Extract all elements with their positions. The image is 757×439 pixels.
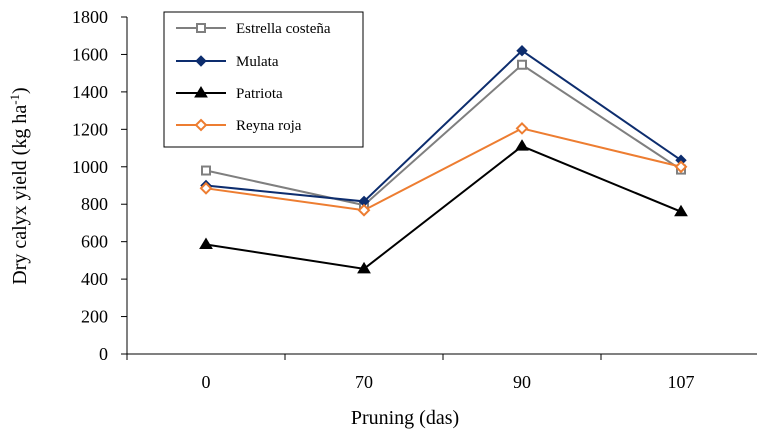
legend: Estrella costeña Mulata Patriota Reyna roja: [163, 11, 364, 148]
y-tick-label: 600: [81, 232, 108, 252]
y-axis-label-close: ): [9, 87, 31, 94]
series-reyna-roja: [199, 121, 688, 217]
data-point: [515, 121, 529, 135]
legend-label: Mulata: [236, 54, 279, 70]
data-point: [201, 165, 211, 176]
series-line: [205, 127, 682, 212]
y-tick-label: 1600: [72, 44, 108, 64]
series-line: [205, 145, 682, 270]
data-point: [199, 237, 213, 249]
legend-marker: [195, 55, 207, 67]
x-tick-label: 107: [668, 372, 695, 392]
series-group: [199, 44, 688, 274]
y-tick-label: 0: [99, 344, 108, 364]
data-point: [517, 59, 527, 70]
y-tick-label: 1400: [72, 82, 108, 102]
data-point: [674, 160, 688, 174]
legend-entry: Mulata: [176, 54, 279, 70]
legend-entry: Patriota: [176, 86, 283, 102]
series-line: [205, 63, 682, 207]
y-axis-label: Dry calyx yield (kg ha-1): [7, 87, 31, 284]
legend-marker: [194, 86, 208, 98]
x-axis-label: Pruning (das): [351, 407, 459, 429]
legend-entry: Estrella costeña: [176, 21, 331, 37]
data-point: [357, 261, 371, 274]
y-tick-label: 200: [81, 307, 108, 327]
y-tick-label: 400: [81, 269, 108, 289]
data-point: [516, 44, 528, 57]
data-point: [515, 139, 529, 151]
y-tick-label: 800: [81, 194, 108, 214]
data-point: [674, 204, 688, 217]
x-ticks: 0 70 90 107: [126, 354, 695, 392]
data-point: [357, 203, 371, 217]
x-tick-label: 90: [513, 372, 531, 392]
legend-label: Reyna roja: [236, 118, 302, 134]
legend-label: Estrella costeña: [236, 21, 331, 37]
series-patriota: [199, 139, 688, 274]
y-tick-label: 1800: [72, 7, 108, 27]
x-tick-label: 70: [355, 372, 373, 392]
legend-label: Patriota: [236, 86, 283, 102]
y-tick-label: 1000: [72, 157, 108, 177]
legend-marker: [194, 118, 208, 132]
y-axis-label-main: Dry calyx yield (kg ha: [9, 105, 31, 285]
data-point: [199, 181, 213, 195]
legend-entry: Reyna roja: [176, 118, 302, 134]
legend-marker: [196, 23, 206, 33]
x-tick-label: 0: [202, 372, 211, 392]
series-line: [205, 49, 682, 203]
axes: [126, 17, 757, 355]
y-ticks: 0 200 400 600 800 1000 1200 1400 1600 1800: [72, 7, 127, 364]
y-tick-label: 1200: [72, 119, 108, 139]
y-axis-label-sup: -1: [7, 94, 22, 105]
